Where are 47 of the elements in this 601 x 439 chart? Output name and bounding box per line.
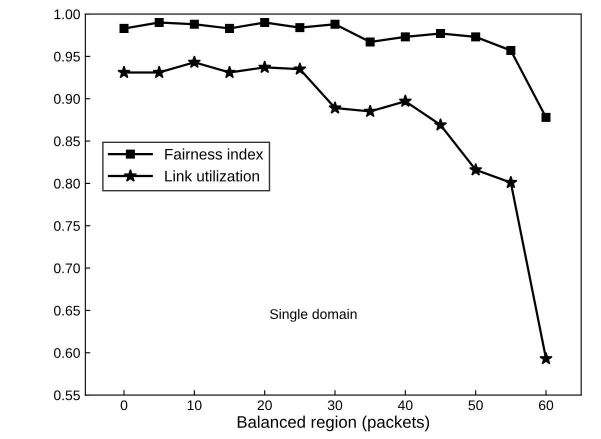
point: [541, 112, 551, 122]
legend-label: Link utilization: [165, 170, 259, 182]
point: [190, 20, 199, 29]
x-tick-label: 60: [538, 400, 554, 410]
point: [400, 32, 410, 42]
point: [330, 20, 340, 29]
y-tick-label: 0.65: [54, 306, 80, 316]
annotation: Single domain: [270, 308, 357, 322]
point: [539, 352, 553, 364]
x-tick-label: 10: [188, 400, 202, 410]
point: [398, 94, 412, 108]
y-tick-label: 0.70: [54, 263, 80, 274]
point: [260, 18, 270, 28]
x-tick-label: 30: [328, 400, 342, 410]
y-tick-label: 1.00: [54, 9, 80, 20]
point: [328, 101, 342, 114]
y-tick-label: 0.90: [54, 94, 80, 104]
point: [152, 66, 166, 78]
y-tick-label: 0.95: [54, 52, 80, 62]
point: [364, 104, 377, 118]
point: [295, 23, 304, 32]
point: [258, 60, 272, 74]
y-tick-label: 0.85: [54, 136, 80, 146]
point: [436, 29, 446, 38]
y-tick-label: 0.60: [54, 348, 80, 358]
point: [366, 37, 375, 47]
point: [504, 176, 518, 188]
legend-label: Fairness index: [165, 148, 264, 160]
x-tick-label: 20: [258, 400, 272, 410]
x-tick-label: 0: [120, 400, 128, 410]
point: [222, 66, 236, 78]
point: [225, 24, 234, 33]
y-tick-label: 0.75: [54, 221, 80, 231]
point: [154, 18, 164, 28]
point: [293, 62, 306, 75]
point: [120, 24, 129, 33]
x-tick-label: 40: [398, 400, 413, 410]
x-tick-label: 50: [468, 400, 483, 410]
y-tick-label: 0.55: [54, 390, 80, 400]
y-tick-label: 0.80: [54, 178, 80, 189]
point: [471, 32, 480, 42]
point: [469, 162, 482, 176]
point: [434, 118, 448, 131]
point: [188, 55, 201, 68]
x-axis-title: Balanced region (packets): [238, 416, 430, 432]
point: [506, 46, 516, 55]
point: [117, 66, 131, 78]
